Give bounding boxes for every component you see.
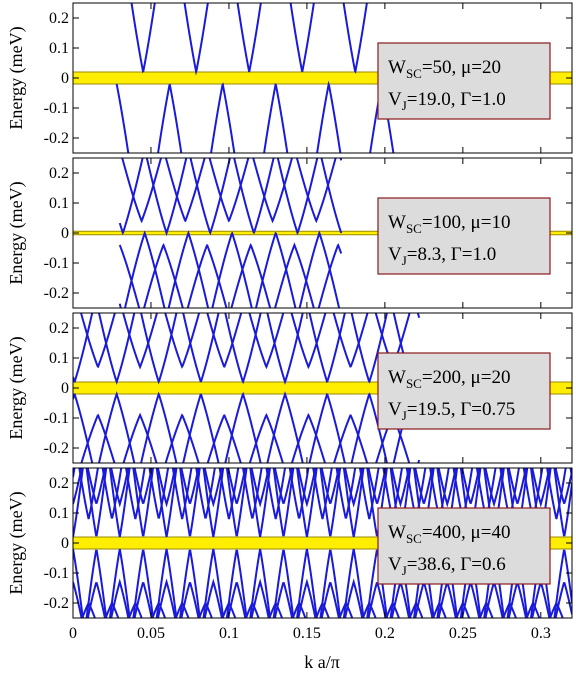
y-tick-label: -0.2 — [44, 595, 69, 612]
band-series-3 — [73, 468, 572, 508]
band-series-2 — [121, 158, 343, 224]
legend-line-1: WSC=200, μ=20 — [388, 367, 510, 391]
band-series-4 — [118, 242, 343, 308]
band-series-1 — [130, 3, 368, 76]
y-tick-label: -0.2 — [44, 440, 69, 457]
legend-line-2: VJ=38.6, Γ=0.6 — [388, 554, 506, 578]
x-tick-label: 0.2 — [375, 625, 395, 642]
band-series-2 — [115, 80, 395, 153]
legend-line-2: VJ=8.3, Γ=1.0 — [388, 244, 496, 268]
x-axis-title: k a/π — [304, 652, 340, 672]
y-tick-label: -0.1 — [44, 255, 69, 272]
legend-line-1: WSC=50, μ=20 — [388, 57, 501, 81]
x-tick-label: 0 — [69, 625, 77, 642]
band-series-2 — [73, 468, 572, 520]
y-tick-label: -0.2 — [44, 285, 69, 302]
y-axis-title: Energy (meV) — [6, 491, 27, 594]
panel-2: -0.2 -0.1 0 0.1 0.2 Energy (meV) WSC=100, μ=10… — [6, 157, 573, 309]
legend-line-2: VJ=19.5, Γ=0.75 — [388, 399, 515, 423]
band-series-5 — [73, 578, 572, 618]
y-tick-label: -0.2 — [44, 130, 69, 147]
legend-box: WSC=50, μ=20 VJ=19.0, Γ=1.0 — [377, 42, 551, 120]
y-tick-label: -0.1 — [44, 410, 69, 427]
band-series-1 — [73, 313, 421, 386]
y-axis-title: Energy (meV) — [6, 336, 27, 439]
band-series-2 — [79, 313, 421, 370]
band-series-3 — [73, 390, 421, 463]
panel-4: -0.2 -0.1 0 0.1 0.2 0 0.05 0.1 0.15 0.2 0.25 0.3 Ene… — [6, 467, 573, 642]
x-tick-label: 0.05 — [137, 625, 165, 642]
y-tick-label: 0.2 — [49, 165, 69, 182]
legend-line-2: VJ=19.0, Γ=1.0 — [388, 89, 506, 113]
band-series-4 — [80, 412, 421, 463]
legend-box: WSC=200, μ=20 VJ=19.5, Γ=0.75 — [377, 352, 551, 430]
panels-group: -0.2 -0.1 0 0.1 0.2 Energy (meV) WSC=50, μ=20 V… — [6, 2, 573, 642]
legend-line-1: WSC=400, μ=40 — [388, 522, 510, 546]
x-tick-label: 0.3 — [531, 625, 551, 642]
y-tick-label: -0.1 — [44, 565, 69, 582]
y-tick-label: 0 — [61, 225, 69, 242]
y-tick-label: 0.1 — [49, 40, 69, 57]
y-tick-label: 0.2 — [49, 320, 69, 337]
y-axis-title: Energy (meV) — [6, 26, 27, 129]
y-tick-label: 0.1 — [49, 350, 69, 367]
legend-box: WSC=100, μ=10 VJ=8.3, Γ=1.0 — [377, 197, 551, 275]
y-tick-label: 0.2 — [49, 10, 69, 27]
panel-3: -0.2 -0.1 0 0.1 0.2 Energy (meV) WSC=200, μ=20… — [6, 312, 573, 464]
y-tick-label: 0.1 — [49, 195, 69, 212]
y-tick-label: 0 — [61, 535, 69, 552]
band-series-1 — [118, 158, 343, 237]
y-tick-label: 0.1 — [49, 505, 69, 522]
band-series-6 — [81, 600, 564, 618]
y-axis-title: Energy (meV) — [6, 181, 27, 284]
legend-line-1: WSC=100, μ=10 — [388, 212, 510, 236]
panel-1: -0.2 -0.1 0 0.1 0.2 Energy (meV) WSC=50, μ=20 V… — [6, 2, 573, 154]
y-tick-label: -0.1 — [44, 100, 69, 117]
x-tick-label: 0.1 — [219, 625, 239, 642]
y-tick-label: 0 — [61, 380, 69, 397]
x-tick-label: 0.15 — [293, 625, 321, 642]
legend-box: WSC=400, μ=40 VJ=38.6, Γ=0.6 — [377, 507, 551, 585]
band-series-3 — [118, 230, 341, 308]
y-tick-label: 0.2 — [49, 475, 69, 492]
gap-band — [73, 231, 572, 235]
y-tick-label: 0 — [61, 70, 69, 87]
x-tick-label: 0.25 — [449, 625, 477, 642]
